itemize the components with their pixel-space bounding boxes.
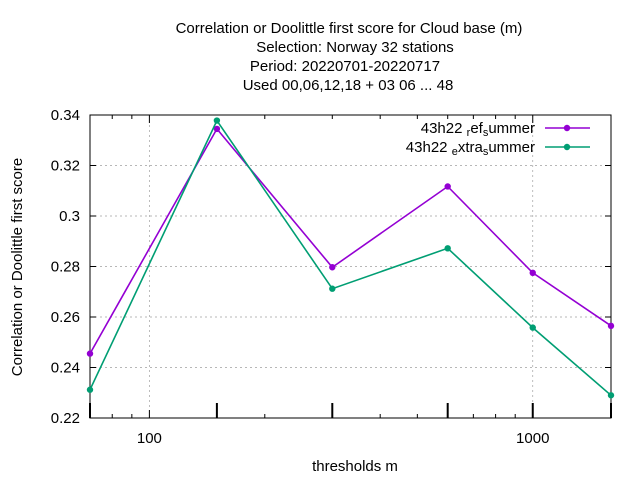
- y-tick-label: 0.22: [51, 410, 80, 427]
- plot-frame: [89, 114, 612, 419]
- grid: [90, 115, 611, 418]
- x-tick-label: 100: [137, 430, 162, 447]
- legend-label-1: 43h22 refsummer: [421, 120, 535, 139]
- data-point: [444, 183, 451, 190]
- legend-swatch-point: [563, 124, 571, 132]
- title-line-4: Used 00,06,12,18 + 03 06 ... 48: [243, 77, 454, 94]
- data-point: [213, 125, 221, 133]
- data-point: [329, 285, 336, 292]
- chart-title: Correlation or Doolittle first score for…: [176, 20, 523, 94]
- x-axis-label: thresholds m: [312, 458, 398, 475]
- data-point: [329, 264, 336, 271]
- data-point: [607, 322, 615, 330]
- data-point: [529, 269, 536, 277]
- data-point: [444, 245, 451, 252]
- y-tick-label: 0.3: [59, 208, 80, 225]
- data-point: [86, 350, 94, 357]
- data-point: [213, 117, 221, 124]
- y-tick-label: 0.32: [51, 158, 80, 175]
- legend-label-2: 43h22 extrasummer: [406, 139, 535, 158]
- series: [86, 117, 615, 399]
- y-axis-label: Correlation or Doolittle first score: [9, 158, 26, 376]
- y-tick-label: 0.24: [51, 360, 80, 377]
- title-line-2: Selection: Norway 32 stations: [256, 39, 454, 56]
- title-line-1: Correlation or Doolittle first score for…: [176, 20, 523, 37]
- data-point: [86, 386, 94, 393]
- y-tick-label: 0.34: [51, 107, 80, 124]
- title-line-3: Period: 20220701-20220717: [250, 58, 440, 75]
- data-point: [607, 392, 615, 399]
- data-point: [529, 324, 536, 331]
- y-tick-label: 0.28: [51, 259, 80, 276]
- legend-swatch-point: [563, 143, 571, 151]
- axis-ticks: 0.22 0.24 0.26 0.28 0.3 0.32 0.34 100 1000: [51, 107, 612, 447]
- x-tick-label: 1000: [516, 430, 549, 447]
- series-line-2: [89, 118, 612, 396]
- y-tick-label: 0.26: [51, 309, 80, 326]
